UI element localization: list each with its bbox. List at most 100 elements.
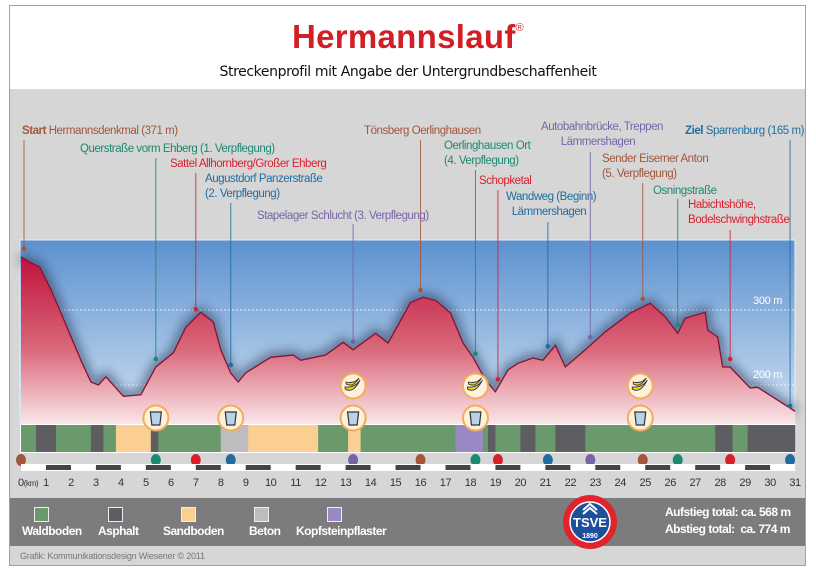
waypoint-text: Autobahnbrücke, Treppen xyxy=(541,121,663,133)
km-scale-segment xyxy=(745,465,771,470)
waypoint-dot xyxy=(542,454,553,466)
waypoint-marker xyxy=(153,356,159,362)
header xyxy=(10,6,805,89)
waypoint-label-start: Start Hermannsdenkmal (371 m) xyxy=(22,124,178,139)
surface-segment-waldboden xyxy=(318,425,349,452)
x-tick-label: 9 xyxy=(242,477,249,489)
km-scale-segment xyxy=(595,465,621,470)
waypoint-dot xyxy=(585,454,596,466)
x-tick-label: 25 xyxy=(639,477,652,489)
waypoint-label: Tönsberg Oerlinghausen xyxy=(364,124,481,139)
surface-segment-asphalt xyxy=(520,425,536,452)
x-tick-label: 12 xyxy=(314,477,327,489)
x-tick-label: 23 xyxy=(589,477,602,489)
km-scale-segment xyxy=(195,465,221,470)
legend-label: Asphalt xyxy=(98,524,139,538)
x-tick-label: 2 xyxy=(68,477,74,489)
km-scale-segment xyxy=(495,465,521,470)
surface-segment-asphalt xyxy=(715,425,733,452)
legend-swatch-sandboden xyxy=(181,507,196,522)
x-tick-label: 13 xyxy=(339,477,352,489)
km-scale-segment xyxy=(245,465,271,470)
x-tick-label: 11 xyxy=(290,477,301,489)
waypoint-dot xyxy=(348,454,359,466)
waypoint-dot xyxy=(470,454,481,466)
surface-segment-waldboden xyxy=(158,425,222,452)
waypoint-label: Habichtshöhe, Bodelschwinghstraße xyxy=(688,198,790,228)
x-tick-label: 3 xyxy=(93,477,99,489)
title-text: Hermannslauf xyxy=(291,18,516,55)
surface-segment-asphalt xyxy=(90,425,104,452)
cup-icon xyxy=(634,411,647,426)
elevation-profile-line xyxy=(20,256,796,412)
waypoint-marker xyxy=(545,343,551,349)
km-scale-segment xyxy=(395,465,421,470)
x-tick-label: 4 xyxy=(118,477,124,489)
waypoint-marker xyxy=(495,377,501,382)
surface-segment-waldboden xyxy=(55,425,92,452)
surface-segment-sandboden xyxy=(348,425,361,452)
surface-segment-waldboden xyxy=(535,425,556,452)
waypoint-text: Wandweg (Beginn) xyxy=(506,191,597,203)
waypoint-marker xyxy=(193,306,199,312)
surface-segment-asphalt xyxy=(487,425,496,452)
legend-swatch-asphalt xyxy=(108,507,123,522)
surface-segment-waldboden xyxy=(360,425,456,452)
surface-segment-waldboden xyxy=(482,425,489,452)
waypoint-marker xyxy=(787,403,793,409)
waypoint-dot xyxy=(672,454,683,466)
waypoint-text: Sender Eiserner Anton xyxy=(602,153,709,165)
waypoint-label: Autobahnbrücke, Treppen Lämmershagen xyxy=(541,120,663,150)
ascent-total: Aufstieg total: ca. 568 m xyxy=(665,505,791,519)
waypoint-text: Lämmershagen xyxy=(560,136,636,148)
waypoint-text: Bodelschwinghstraße xyxy=(688,214,790,226)
x-tick-label: 26 xyxy=(664,477,677,489)
waypoint-marker xyxy=(727,356,733,362)
waypoint-label: Sattel Allhornberg/Großer Ehberg xyxy=(170,157,327,172)
waypoint-text: Lämmershagen xyxy=(511,206,587,218)
x-tick-label: 16 xyxy=(414,477,427,489)
waypoint-label: Wandweg (Beginn) Lämmershagen xyxy=(506,190,597,220)
registered-mark: ® xyxy=(515,22,525,34)
surface-segment-waldboden xyxy=(21,425,37,452)
km-scale-segment xyxy=(295,465,321,470)
surface-segment-sandboden xyxy=(115,425,152,452)
cup-icon xyxy=(224,411,237,426)
waypoint-text: Oerlinghausen Ort xyxy=(444,140,531,152)
waypoint-prefix: Ziel xyxy=(685,125,704,137)
waypoint-text: Sparrenburg (165 m) xyxy=(705,125,805,137)
banana-icon xyxy=(345,377,360,386)
waypoint-prefix: Start xyxy=(22,125,46,137)
cup-icon xyxy=(149,411,163,426)
waypoint-text: Sattel Allhornberg/Großer Ehberg xyxy=(170,158,327,170)
banana-icon xyxy=(631,379,648,391)
km-scale-segment xyxy=(345,465,371,470)
waypoint-marker xyxy=(473,351,478,357)
x-tick-label: 22 xyxy=(564,477,577,489)
x-tick-label: 8 xyxy=(217,477,224,489)
waypoint-dot xyxy=(190,454,201,466)
surface-segment-waldboden xyxy=(103,425,117,452)
x-tick-label: 19 xyxy=(489,477,502,489)
km-scale-segment xyxy=(95,465,121,470)
x-tick-label: 24 xyxy=(614,477,627,489)
waypoint-marker xyxy=(228,362,234,368)
km-scale-segment xyxy=(445,465,471,470)
legend-label: Sandboden xyxy=(163,524,224,538)
waypoint-text: Habichtshöhe, xyxy=(688,199,756,211)
food-station-icon xyxy=(339,372,367,400)
waypoint-text: (4. Verpflegung) xyxy=(444,155,519,167)
drink-station-icon xyxy=(626,404,654,432)
x-tick-label: 20 xyxy=(514,477,527,489)
waypoint-text: Augustdorf Panzerstraße xyxy=(205,173,323,185)
waypoint-marker xyxy=(640,296,646,302)
waypoint-label: Augustdorf Panzerstraße (2. Verpflegung) xyxy=(205,172,323,202)
x-tick-label: 10 xyxy=(264,477,277,489)
x-tick-label: 21 xyxy=(539,477,552,489)
surface-segment-sandboden xyxy=(248,425,319,452)
gridline-label-200: 200 m xyxy=(753,369,783,381)
waypoint-dot xyxy=(785,454,796,466)
x-tick-label: 27 xyxy=(689,477,701,489)
x-tick-label: 0(km) xyxy=(18,477,39,489)
